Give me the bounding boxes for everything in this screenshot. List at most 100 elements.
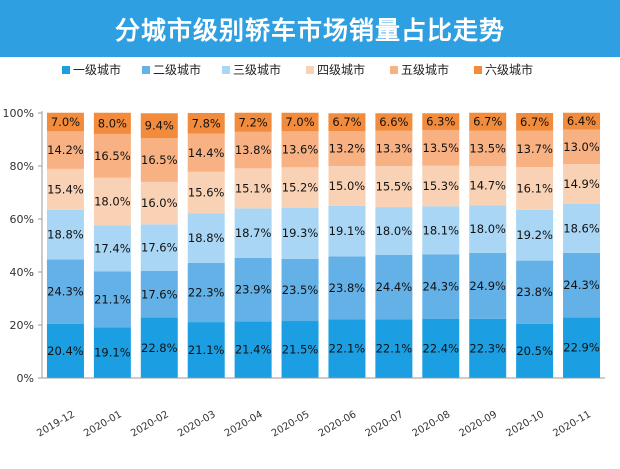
data-label: 15.4%: [47, 182, 84, 196]
x-tick-label: 2020-07: [364, 409, 406, 439]
y-tick-label: 100%: [3, 107, 34, 120]
data-label: 16.1%: [516, 181, 553, 195]
data-label: 6.6%: [379, 115, 408, 129]
bar-segment-4-2020-10: [516, 167, 554, 210]
bar-segment-3-2020-08: [422, 206, 460, 255]
bar-segment-5-2020-08: [422, 129, 460, 166]
data-label: 15.6%: [188, 186, 225, 200]
x-tick-label: 2020-01: [82, 409, 124, 439]
data-label: 19.3%: [282, 226, 319, 240]
data-label: 19.1%: [94, 346, 131, 360]
data-label: 22.8%: [141, 341, 178, 355]
data-label: 21.1%: [94, 292, 131, 306]
bar-segment-1-2020-11: [563, 317, 601, 378]
bar-segment-3-2019-12: [46, 209, 84, 260]
data-label: 6.7%: [332, 115, 361, 129]
bar-segment-4-2020-03: [187, 171, 225, 214]
legend-swatch-2: [142, 66, 150, 74]
bar-segment-3-2020-01: [93, 225, 131, 272]
data-label: 19.2%: [516, 228, 553, 242]
bar-segment-4-2020-04: [234, 168, 272, 209]
y-axis: 0% 20% 40% 60% 80% 100%: [3, 107, 43, 385]
y-tick-label: 0%: [17, 372, 34, 385]
legend-swatch-6: [474, 66, 482, 74]
bar-segment-5-2020-07: [375, 130, 413, 166]
bar-segment-6-2020-06: [328, 113, 366, 132]
data-label: 14.9%: [563, 177, 600, 191]
bar-segment-3-2020-11: [563, 203, 601, 253]
y-tick-label: 40%: [10, 266, 34, 279]
bar-segment-2-2020-02: [140, 270, 178, 318]
bar-segment-5-2019-12: [46, 131, 84, 169]
data-label: 6.3%: [426, 115, 455, 129]
data-label: 22.1%: [329, 342, 366, 356]
data-label: 6.4%: [567, 114, 596, 128]
data-label: 13.2%: [329, 142, 366, 156]
data-label: 13.5%: [423, 141, 460, 155]
bar-segment-6-2020-05: [281, 112, 319, 132]
bar-segment-2-2020-09: [469, 252, 507, 319]
x-tick-label: 2020-09: [458, 409, 500, 439]
data-label: 18.0%: [376, 224, 413, 238]
legend: 一级城市 二级城市 三级城市 四级城市 五级城市 六级城市: [62, 62, 533, 77]
bar-segment-4-2020-01: [93, 177, 131, 226]
data-label: 21.1%: [188, 343, 225, 357]
bar-segment-3-2020-02: [140, 224, 178, 271]
legend-label-3: 三级城市: [233, 62, 281, 77]
data-label: 7.8%: [192, 116, 221, 130]
data-label: 7.2%: [239, 115, 268, 129]
data-label: 24.9%: [469, 279, 506, 293]
bar-segment-1-2020-04: [234, 321, 272, 378]
data-label: 20.4%: [47, 344, 84, 358]
data-label: 15.2%: [282, 180, 319, 194]
bar-segment-2-2020-01: [93, 271, 131, 328]
bar-segment-3-2020-07: [375, 207, 413, 255]
data-label: 24.3%: [423, 279, 460, 293]
data-label: 13.6%: [282, 142, 319, 156]
bar-segment-6-2020-01: [93, 112, 131, 134]
data-label: 13.8%: [235, 143, 272, 157]
x-tick-label: 2020-03: [176, 409, 218, 439]
bar-segment-2-2020-10: [516, 260, 554, 324]
legend-label-6: 六级城市: [485, 62, 533, 77]
legend-label-5: 五级城市: [401, 62, 449, 77]
bar-segment-2-2020-06: [328, 256, 366, 320]
data-label: 6.7%: [520, 115, 549, 129]
bar-segment-5-2020-11: [563, 129, 601, 165]
bar-segment-4-2020-11: [563, 164, 601, 204]
data-label: 13.7%: [516, 142, 553, 156]
bar-segment-5-2020-09: [469, 130, 507, 167]
bar-segment-6-2020-09: [469, 112, 507, 131]
bar-segment-5-2020-03: [187, 133, 225, 172]
legend-label-2: 二级城市: [153, 62, 201, 77]
bar-segment-1-2020-09: [469, 318, 507, 378]
data-label: 14.7%: [469, 179, 506, 193]
y-tick-label: 20%: [10, 319, 34, 332]
data-label: 17.6%: [141, 241, 178, 255]
bars-group: 20.4% 24.3% 18.8% 15.4% 14.2% 7.0% 19.1% 21.1% 1…: [46, 112, 601, 378]
data-label: 22.4%: [423, 341, 460, 355]
stacked-bar-chart: 一级城市 二级城市 三级城市 四级城市 五级城市 六级城市 20.4% 24.3% 18.8%…: [3, 62, 605, 439]
bar-segment-2-2019-12: [46, 259, 84, 324]
data-label: 7.0%: [285, 115, 314, 129]
data-label: 18.0%: [94, 195, 131, 209]
bar-segment-1-2020-01: [93, 327, 131, 378]
bar-segment-5-2020-05: [281, 131, 319, 168]
x-tick-label: 2020-04: [223, 409, 265, 439]
data-label: 13.3%: [376, 141, 413, 155]
data-label: 13.0%: [563, 140, 600, 154]
data-label: 18.1%: [423, 223, 460, 237]
data-label: 15.1%: [235, 181, 272, 195]
data-label: 18.0%: [469, 222, 506, 236]
bar-segment-3-2020-05: [281, 207, 319, 259]
data-label: 18.6%: [563, 221, 600, 235]
bar-segment-5-2020-04: [234, 131, 272, 169]
bar-segment-4-2020-09: [469, 166, 507, 206]
x-axis: 2019-12 2020-01 2020-02 2020-03 2020-04 2020-…: [35, 377, 605, 439]
y-tick-label: 80%: [10, 160, 34, 173]
bar-segment-3-2020-10: [516, 209, 554, 261]
bar-segment-6-2020-04: [234, 112, 272, 132]
legend-swatch-4: [306, 66, 314, 74]
x-tick-label: 2019-12: [35, 409, 77, 439]
legend-label-1: 一级城市: [73, 62, 121, 77]
